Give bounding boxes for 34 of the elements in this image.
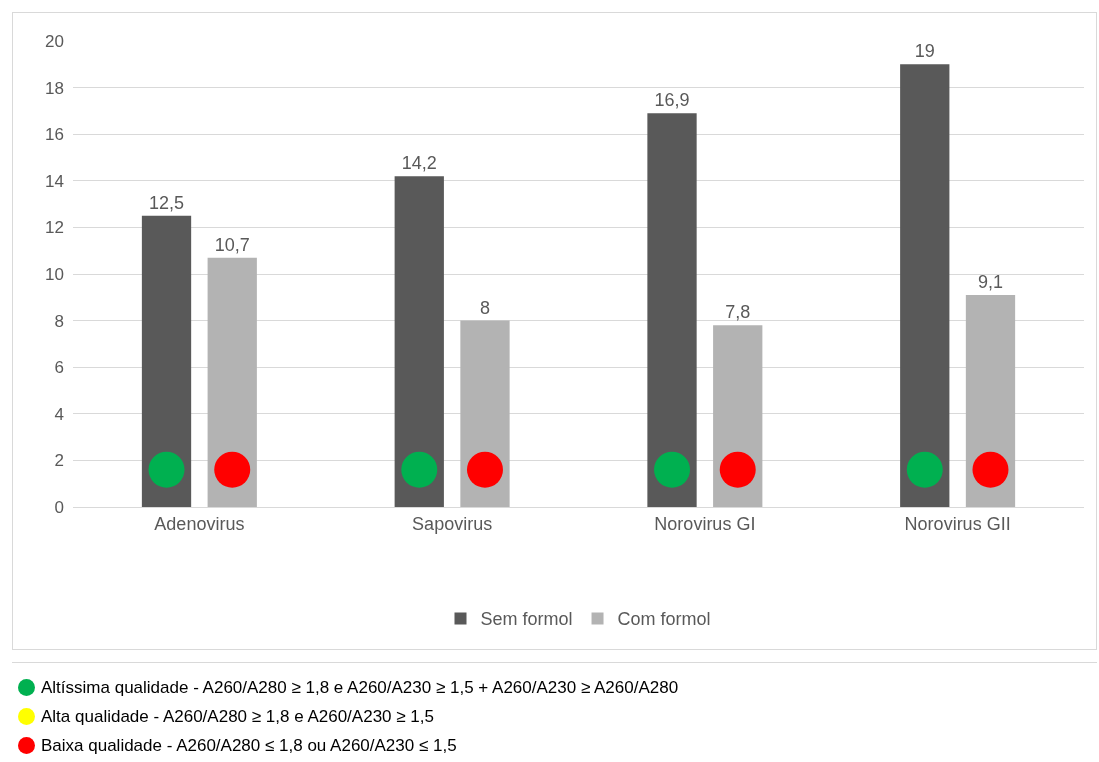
data-label: 8 (479, 297, 490, 318)
legend-label: Sem formol (480, 609, 573, 630)
bar (141, 215, 192, 507)
y-tick-label: 16 (45, 125, 64, 145)
data-label: 12,5 (148, 192, 185, 213)
y-tick-label: 0 (54, 497, 64, 517)
data-label: 14,2 (401, 153, 437, 174)
y-tick-label: 4 (54, 404, 64, 424)
y-tick-label: 2 (54, 451, 64, 471)
text: Alta qualidade - A260/A280 ≥ 1,8 e A260/A230 ≥ 1,5 (41, 706, 434, 727)
y-tick-label: 12 (45, 218, 64, 238)
bar (965, 294, 1016, 507)
bar (900, 64, 950, 507)
bar (207, 257, 257, 507)
x-tick-label: Sapovirus (412, 513, 493, 534)
text: Baixa qualidade - A260/A280 ≤ 1,8 ou A260/A230 ≤ 1,5 (41, 735, 457, 756)
y-tick-label: 6 (54, 358, 64, 378)
data-label: 19 (914, 41, 935, 62)
y-tick-label: 14 (45, 171, 64, 191)
bar (394, 176, 444, 507)
x-tick-label: Norovirus GII (904, 513, 1011, 534)
data-label: 7,8 (725, 302, 751, 323)
y-tick-label: 20 (45, 31, 64, 51)
data-label: 16,9 (654, 90, 690, 111)
y-tick-label: 18 (45, 78, 64, 98)
data-label: 9,1 (977, 271, 1003, 292)
y-tick-label: 10 (45, 264, 64, 284)
x-tick-label: Adenovirus (154, 513, 245, 534)
legend-label: Com formol (617, 609, 711, 630)
bar (647, 113, 697, 507)
y-tick-label: 8 (54, 311, 64, 331)
text: Altíssima qualidade - A260/A280 ≥ 1,8 e A260/A230 ≥ 1,5 + A260/A230 ≥ A260/A280 (41, 677, 679, 698)
data-label: 10,7 (214, 234, 250, 255)
x-tick-label: Norovirus GI (654, 513, 756, 534)
